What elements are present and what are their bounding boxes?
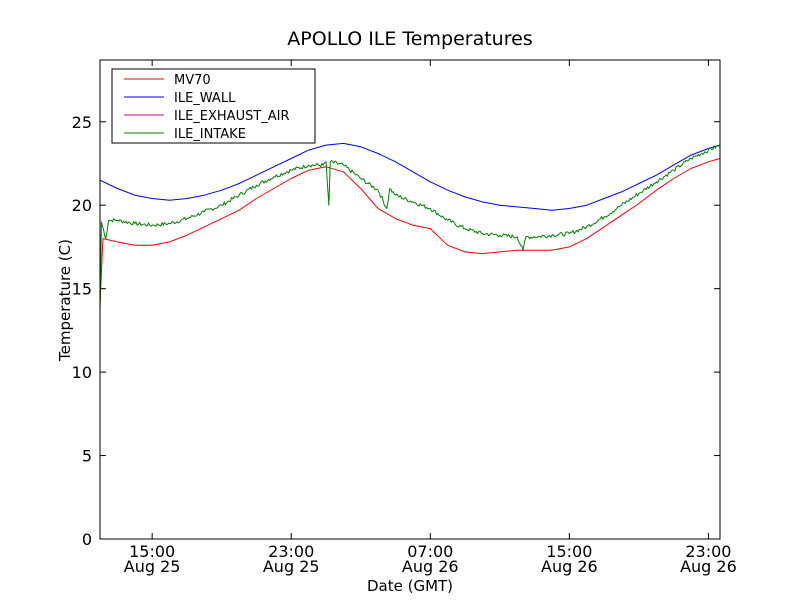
legend-label: ILE_INTAKE [174,127,246,142]
legend: MV70 ILE_WALL ILE_EXHAUST_AIR ILE_INTAKE [111,68,316,144]
chart-title: APOLLO ILE Temperatures [287,28,532,50]
y-tick-label: 15 [72,280,92,299]
legend-items: MV70 ILE_WALL ILE_EXHAUST_AIR ILE_INTAKE [124,73,290,142]
y-axis-label: Temperature (C) [56,239,74,362]
legend-label: MV70 [174,73,211,88]
y-tick-label: 10 [72,363,92,382]
x-tick-date-label: Aug 26 [680,557,737,576]
series-lines [99,142,721,313]
x-tick-time-label: 23:00 [685,542,731,561]
x-tick-time-label: 23:00 [268,542,314,561]
y-tick-label: 5 [82,447,92,466]
y-tick-label: 0 [82,530,92,549]
y-tick-label: 25 [72,113,92,132]
x-tick-date-label: Aug 25 [124,557,181,576]
x-tick-time-label: 15:00 [129,542,175,561]
x-tick-date-label: Aug 25 [263,557,320,576]
series-line-ile-intake [99,144,721,313]
x-tick-time-label: 15:00 [546,542,592,561]
y-tick-label: 20 [72,196,92,215]
x-tick-date-label: Aug 26 [402,557,459,576]
legend-label: ILE_WALL [174,91,236,106]
series-line-ile-wall [99,142,721,211]
y-axis-ticks: 0 5 10 15 20 25 [72,113,720,549]
legend-box [111,68,316,144]
plot-frame [99,59,721,540]
x-tick-date-label: Aug 26 [541,557,598,576]
x-axis-label: Date (GMT) [367,577,453,595]
legend-label: ILE_EXHAUST_AIR [174,109,290,124]
x-tick-time-label: 07:00 [407,542,453,561]
series-line-mv70 [99,158,721,306]
